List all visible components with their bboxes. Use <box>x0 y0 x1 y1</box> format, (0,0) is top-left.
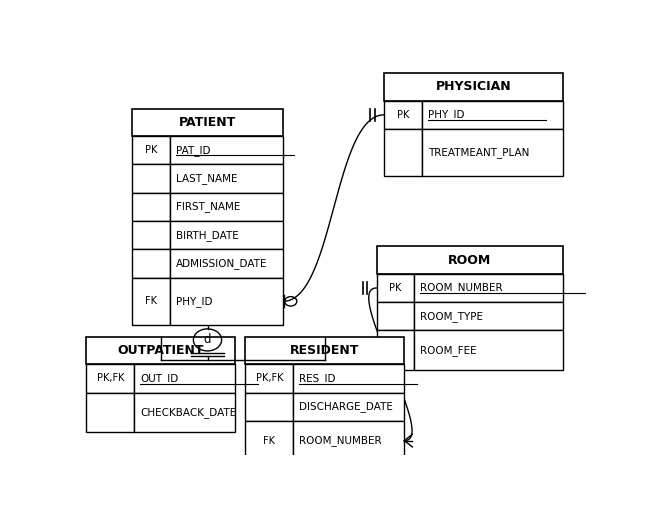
Bar <box>170 249 283 277</box>
Bar <box>132 249 170 277</box>
Bar <box>414 302 563 331</box>
Bar <box>170 165 283 193</box>
Bar <box>376 274 414 302</box>
Bar <box>414 274 563 302</box>
Bar <box>170 136 283 165</box>
Bar <box>132 108 283 136</box>
Bar <box>245 364 293 392</box>
Bar <box>245 337 404 364</box>
Text: ROOM_NUMBER: ROOM_NUMBER <box>421 283 503 293</box>
Text: TREATMEANT_PLAN: TREATMEANT_PLAN <box>428 147 529 158</box>
Bar <box>293 421 404 460</box>
Text: OUTPATIENT: OUTPATIENT <box>118 344 204 357</box>
Text: PK,FK: PK,FK <box>256 374 283 383</box>
Bar <box>293 364 404 392</box>
Text: FIRST_NAME: FIRST_NAME <box>176 201 240 213</box>
Bar <box>384 101 422 129</box>
Bar <box>132 165 170 193</box>
Bar <box>87 364 134 392</box>
Bar <box>414 331 563 370</box>
Text: LAST_NAME: LAST_NAME <box>176 173 237 184</box>
Bar <box>422 101 563 129</box>
Text: PK,FK: PK,FK <box>96 374 124 383</box>
Bar <box>422 129 563 176</box>
Text: RESIDENT: RESIDENT <box>290 344 359 357</box>
Bar <box>132 277 170 325</box>
Text: CHECKBACK_DATE: CHECKBACK_DATE <box>141 407 237 418</box>
Bar <box>132 193 170 221</box>
Text: BIRTH_DATE: BIRTH_DATE <box>176 230 238 241</box>
Bar <box>134 364 235 392</box>
Text: PK: PK <box>389 283 402 293</box>
Bar <box>376 246 563 274</box>
Bar <box>170 277 283 325</box>
Bar <box>87 392 134 432</box>
Text: PAT_ID: PAT_ID <box>176 145 210 156</box>
Text: RES_ID: RES_ID <box>299 373 336 384</box>
Text: PHYSICIAN: PHYSICIAN <box>436 80 512 94</box>
Bar <box>384 129 422 176</box>
Text: PHY_ID: PHY_ID <box>176 296 212 307</box>
Bar <box>384 73 563 101</box>
Bar <box>134 392 235 432</box>
Text: FK: FK <box>145 296 157 306</box>
Bar <box>170 193 283 221</box>
Bar <box>87 337 235 364</box>
Text: FK: FK <box>263 435 275 446</box>
Bar <box>170 221 283 249</box>
Text: ROOM_TYPE: ROOM_TYPE <box>421 311 484 322</box>
Bar <box>376 331 414 370</box>
Text: ROOM: ROOM <box>449 253 492 267</box>
Text: PK: PK <box>145 145 157 155</box>
Text: ROOM_FEE: ROOM_FEE <box>421 345 477 356</box>
Text: d: d <box>204 333 212 346</box>
Text: ROOM_NUMBER: ROOM_NUMBER <box>299 435 382 446</box>
Text: PK: PK <box>397 110 409 120</box>
Text: ADMISSION_DATE: ADMISSION_DATE <box>176 258 267 269</box>
Bar <box>245 392 293 421</box>
Text: PHY_ID: PHY_ID <box>428 109 464 120</box>
Bar <box>293 392 404 421</box>
Bar <box>132 221 170 249</box>
Bar <box>376 302 414 331</box>
Text: PATIENT: PATIENT <box>179 116 236 129</box>
Text: OUT_ID: OUT_ID <box>141 373 178 384</box>
Text: DISCHARGE_DATE: DISCHARGE_DATE <box>299 401 393 412</box>
Bar <box>245 421 293 460</box>
Bar <box>132 136 170 165</box>
